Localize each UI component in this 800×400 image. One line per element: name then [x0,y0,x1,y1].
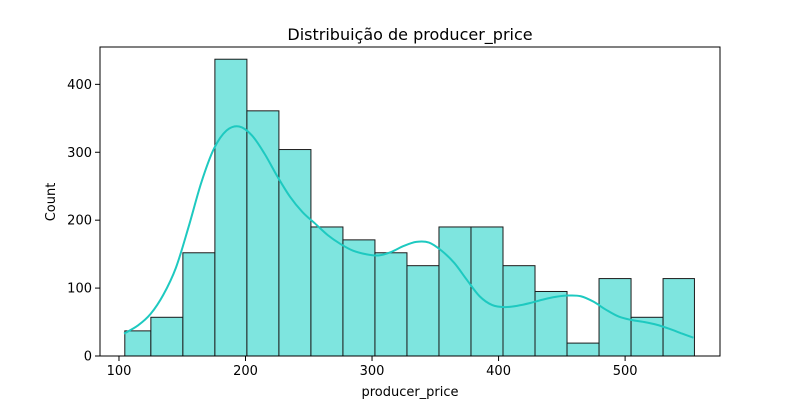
kde-group [123,125,694,339]
x-tick-label: 500 [613,364,638,379]
histogram-bar-5 [278,149,312,357]
histogram-bar-12 [502,265,536,357]
y-tick-label: 300 [67,146,92,161]
histogram-bar-4 [246,110,280,357]
x-tick-label: 100 [107,364,132,379]
histogram-bar-1 [150,316,184,357]
plot-frame [99,46,721,357]
histogram-bar-7 [342,239,376,357]
histogram-bar-0 [124,330,152,357]
y-tick-label: 100 [67,282,92,297]
x-axis-label: producer_price [361,385,458,400]
y-tick-label: 400 [67,78,92,93]
y-axis-ticks: 0 100 200 300 400 [67,78,100,365]
x-tick-label: 400 [486,364,511,379]
histogram-bar-16 [630,316,664,357]
histogram-bar-2 [182,252,216,357]
histogram-bar-9 [406,265,440,357]
histogram-bar-15 [598,278,632,357]
histogram-bar-8 [374,252,408,357]
kde-curve [123,125,694,339]
histogram-bar-17 [662,278,695,357]
histogram-bar-14 [566,342,600,357]
y-tick-label: 200 [67,214,92,229]
histogram-bar-6 [310,226,344,357]
x-tick-label: 200 [233,364,258,379]
histogram-bar-3 [214,58,248,357]
chart-title: Distribuição de producer_price [287,25,532,45]
bars-group [124,58,695,357]
histogram-bar-10 [438,226,472,357]
histogram-bar-13 [534,290,568,357]
y-tick-label: 0 [84,350,92,365]
x-axis-ticks: 100 200 300 400 500 [107,356,638,379]
x-tick-label: 300 [360,364,385,379]
y-axis-label: Count [44,183,59,222]
